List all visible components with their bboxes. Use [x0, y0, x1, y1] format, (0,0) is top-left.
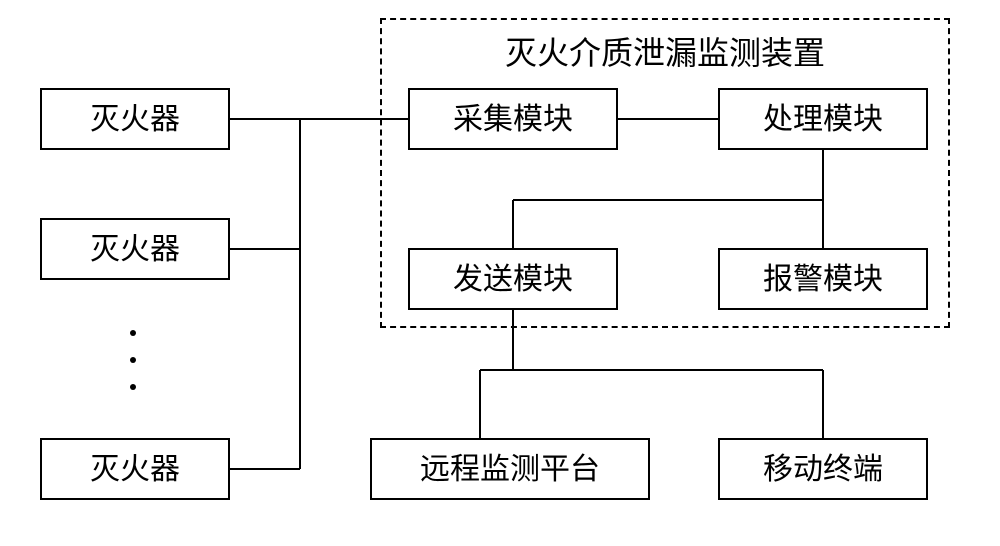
- node-label: 发送模块: [453, 263, 573, 296]
- node-extinguisher-2: 灭火器: [40, 218, 230, 280]
- node-label: 灭火器: [90, 103, 180, 136]
- ellipsis-icon: [130, 330, 136, 390]
- node-mobile-terminal: 移动终端: [718, 438, 928, 500]
- node-label: 灭火器: [90, 233, 180, 266]
- node-collection-module: 采集模块: [408, 88, 618, 150]
- group-title: 灭火介质泄漏监测装置: [430, 28, 900, 74]
- node-remote-platform: 远程监测平台: [370, 438, 650, 500]
- node-extinguisher-1: 灭火器: [40, 88, 230, 150]
- node-label: 灭火器: [90, 453, 180, 486]
- node-label: 移动终端: [763, 453, 883, 486]
- node-alarm-module: 报警模块: [718, 248, 928, 310]
- node-label: 处理模块: [763, 103, 883, 136]
- node-extinguisher-3: 灭火器: [40, 438, 230, 500]
- node-label: 远程监测平台: [420, 453, 600, 486]
- node-processing-module: 处理模块: [718, 88, 928, 150]
- node-sending-module: 发送模块: [408, 248, 618, 310]
- node-label: 报警模块: [763, 263, 883, 296]
- diagram-canvas: 灭火介质泄漏监测装置 灭火器 灭火器 灭火器 采集模块 处理模块 发送模块 报警…: [0, 0, 1000, 546]
- node-label: 采集模块: [453, 103, 573, 136]
